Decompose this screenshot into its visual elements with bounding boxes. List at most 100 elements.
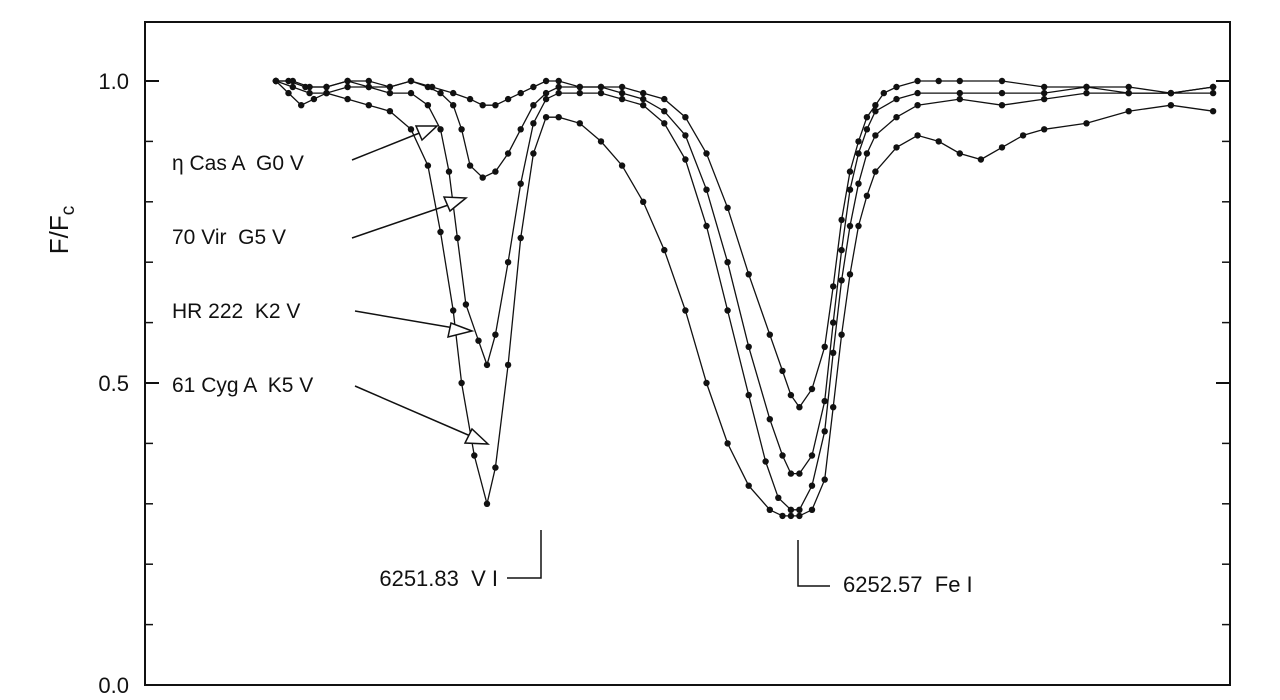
data-point bbox=[838, 216, 845, 224]
data-point bbox=[555, 83, 562, 91]
data-point bbox=[914, 102, 921, 109]
data-point bbox=[272, 77, 280, 85]
data-point bbox=[1083, 120, 1090, 127]
data-point bbox=[838, 331, 845, 338]
data-point bbox=[846, 271, 854, 278]
data-point bbox=[846, 186, 854, 193]
arrowhead-eta-cas bbox=[414, 125, 439, 142]
arrow-70-vir bbox=[351, 200, 461, 239]
data-point bbox=[863, 192, 871, 199]
data-point bbox=[1019, 132, 1027, 139]
data-point bbox=[855, 180, 862, 187]
data-point bbox=[808, 385, 816, 393]
data-point bbox=[863, 150, 871, 157]
data-point bbox=[863, 114, 871, 121]
data-point bbox=[310, 95, 318, 103]
data-point bbox=[830, 319, 837, 326]
data-point bbox=[298, 102, 305, 109]
data-point bbox=[682, 156, 689, 163]
data-point bbox=[745, 343, 752, 350]
data-point bbox=[576, 89, 583, 97]
data-point bbox=[492, 464, 499, 471]
data-point bbox=[504, 150, 512, 157]
data-point bbox=[1167, 102, 1175, 109]
data-point bbox=[483, 500, 491, 507]
data-point bbox=[475, 337, 482, 344]
data-point bbox=[386, 89, 394, 97]
data-point bbox=[1041, 89, 1048, 97]
data-point bbox=[517, 126, 524, 133]
data-point bbox=[745, 482, 752, 489]
annotation-fe-i: 6252.57 Fe I bbox=[797, 540, 973, 597]
data-point bbox=[530, 150, 537, 157]
data-point bbox=[640, 198, 647, 205]
data-point bbox=[483, 361, 491, 369]
data-point bbox=[703, 379, 710, 387]
data-point bbox=[542, 95, 550, 103]
data-point bbox=[893, 95, 900, 103]
data-point bbox=[830, 349, 837, 356]
data-point bbox=[1209, 108, 1217, 115]
data-point bbox=[830, 404, 837, 411]
y-axis-label: F/Fc bbox=[44, 206, 79, 255]
data-point bbox=[289, 83, 296, 91]
data-point bbox=[407, 77, 415, 85]
data-point bbox=[454, 234, 461, 242]
label-70-vir: 70 Vir G5 V bbox=[172, 226, 286, 249]
label-fe-i: 6252.57 Fe I bbox=[843, 572, 973, 597]
series-1 bbox=[272, 77, 1217, 477]
data-point bbox=[935, 138, 942, 145]
data-point bbox=[450, 307, 457, 314]
series-line bbox=[275, 80, 1214, 511]
data-point bbox=[458, 126, 465, 133]
data-point bbox=[956, 89, 963, 97]
data-point bbox=[618, 83, 626, 91]
data-point bbox=[830, 283, 837, 290]
data-point bbox=[450, 102, 457, 109]
data-point bbox=[492, 168, 499, 175]
data-point bbox=[386, 108, 394, 115]
data-point bbox=[1125, 83, 1132, 91]
data-point bbox=[914, 89, 921, 97]
data-point bbox=[492, 102, 499, 109]
data-point bbox=[775, 494, 782, 501]
data-point bbox=[517, 234, 524, 242]
data-point bbox=[450, 89, 457, 97]
data-point bbox=[1083, 89, 1090, 97]
data-point bbox=[787, 470, 795, 477]
data-point bbox=[808, 506, 816, 513]
arrow-hr-222 bbox=[354, 310, 467, 331]
data-point bbox=[808, 452, 816, 459]
data-point bbox=[787, 506, 795, 513]
data-point bbox=[323, 89, 330, 97]
data-point bbox=[542, 114, 550, 121]
y-ticks bbox=[145, 80, 1230, 686]
data-point bbox=[555, 114, 562, 121]
data-point bbox=[796, 404, 803, 411]
label-hr-222: HR 222 K2 V bbox=[172, 300, 300, 323]
data-point bbox=[492, 331, 499, 338]
data-point bbox=[914, 77, 921, 85]
data-point bbox=[462, 301, 470, 308]
label-v-i: 6251.83 V I bbox=[379, 566, 498, 591]
data-point bbox=[424, 162, 432, 169]
data-point bbox=[471, 452, 478, 459]
data-point bbox=[661, 95, 668, 103]
data-point bbox=[618, 95, 626, 103]
data-point bbox=[466, 95, 474, 103]
data-point bbox=[365, 102, 372, 109]
data-point bbox=[618, 89, 626, 97]
data-point bbox=[504, 95, 512, 103]
data-point bbox=[766, 506, 773, 513]
data-point bbox=[703, 222, 710, 230]
data-point bbox=[838, 246, 845, 254]
data-point bbox=[745, 391, 752, 399]
data-point bbox=[935, 77, 942, 85]
series-line bbox=[275, 80, 1214, 409]
data-point bbox=[640, 89, 647, 97]
data-point bbox=[998, 89, 1006, 97]
legend-61-cyg: 61 Cyg A K5 V bbox=[172, 374, 490, 445]
data-point bbox=[517, 89, 524, 97]
annotation-v-i: 6251.83 V I bbox=[379, 530, 542, 591]
data-point bbox=[597, 89, 605, 97]
